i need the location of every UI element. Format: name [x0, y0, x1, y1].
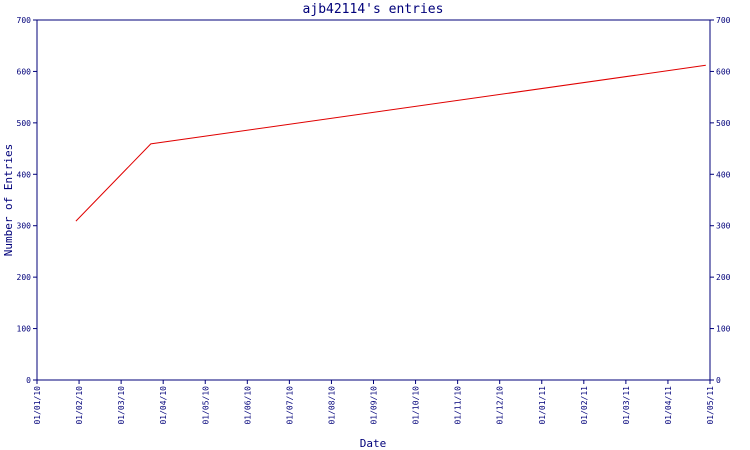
y-tick-label-right: 0 [716, 376, 721, 385]
x-tick-label: 01/09/10 [370, 386, 379, 425]
y-axis-title: Number of Entries [2, 144, 15, 257]
chart-title: ajb42114's entries [303, 2, 444, 17]
y-tick-label-right: 400 [716, 170, 731, 179]
y-tick-label: 700 [17, 16, 32, 25]
y-tick-label: 300 [17, 222, 32, 231]
series-group [75, 64, 706, 222]
y-tick-label: 200 [17, 273, 32, 282]
x-tick-label: 01/08/10 [327, 386, 336, 425]
y-tick-label-right: 700 [716, 16, 731, 25]
x-tick-label: 01/10/10 [412, 386, 421, 425]
x-tick-label: 01/02/11 [580, 386, 589, 425]
x-tick-label: 01/06/10 [243, 386, 252, 425]
x-tick-label: 01/01/11 [538, 386, 547, 425]
y-tick-label: 600 [17, 67, 32, 76]
y-tick-label-right: 200 [716, 273, 731, 282]
x-axis-title: Date [360, 437, 387, 450]
x-tick-label: 01/02/10 [75, 386, 84, 425]
x-tick-label: 01/01/10 [33, 386, 42, 425]
series-line-0 [75, 64, 706, 222]
y-tick-label: 500 [17, 119, 32, 128]
plot-area-frame [36, 19, 711, 381]
y-tick-label: 100 [17, 325, 32, 334]
x-tick-label: 01/07/10 [285, 386, 294, 425]
y-tick-label-right: 500 [716, 119, 731, 128]
x-tick-label: 01/03/11 [622, 386, 631, 425]
y-axis-right: 0 100 200 300 400 500 600 700 [710, 16, 731, 385]
x-axis: 01/01/10 01/02/10 01/03/10 01/04/10 01/05/10… [33, 380, 715, 425]
y-tick-label-right: 600 [716, 67, 731, 76]
x-tick-label: 01/05/11 [706, 386, 715, 425]
x-tick-label: 01/05/10 [201, 386, 210, 425]
x-tick-label: 01/03/10 [117, 386, 126, 425]
x-tick-label: 01/04/11 [664, 386, 673, 425]
x-tick-label: 01/12/10 [496, 386, 505, 425]
x-tick-label: 01/04/10 [159, 386, 168, 425]
y-tick-label-right: 300 [716, 222, 731, 231]
y-axis-left: 0 100 200 300 400 500 600 700 [17, 16, 37, 385]
y-tick-label: 0 [26, 376, 31, 385]
y-tick-label-right: 100 [716, 325, 731, 334]
y-tick-label: 400 [17, 170, 32, 179]
x-tick-label: 01/11/10 [454, 386, 463, 425]
